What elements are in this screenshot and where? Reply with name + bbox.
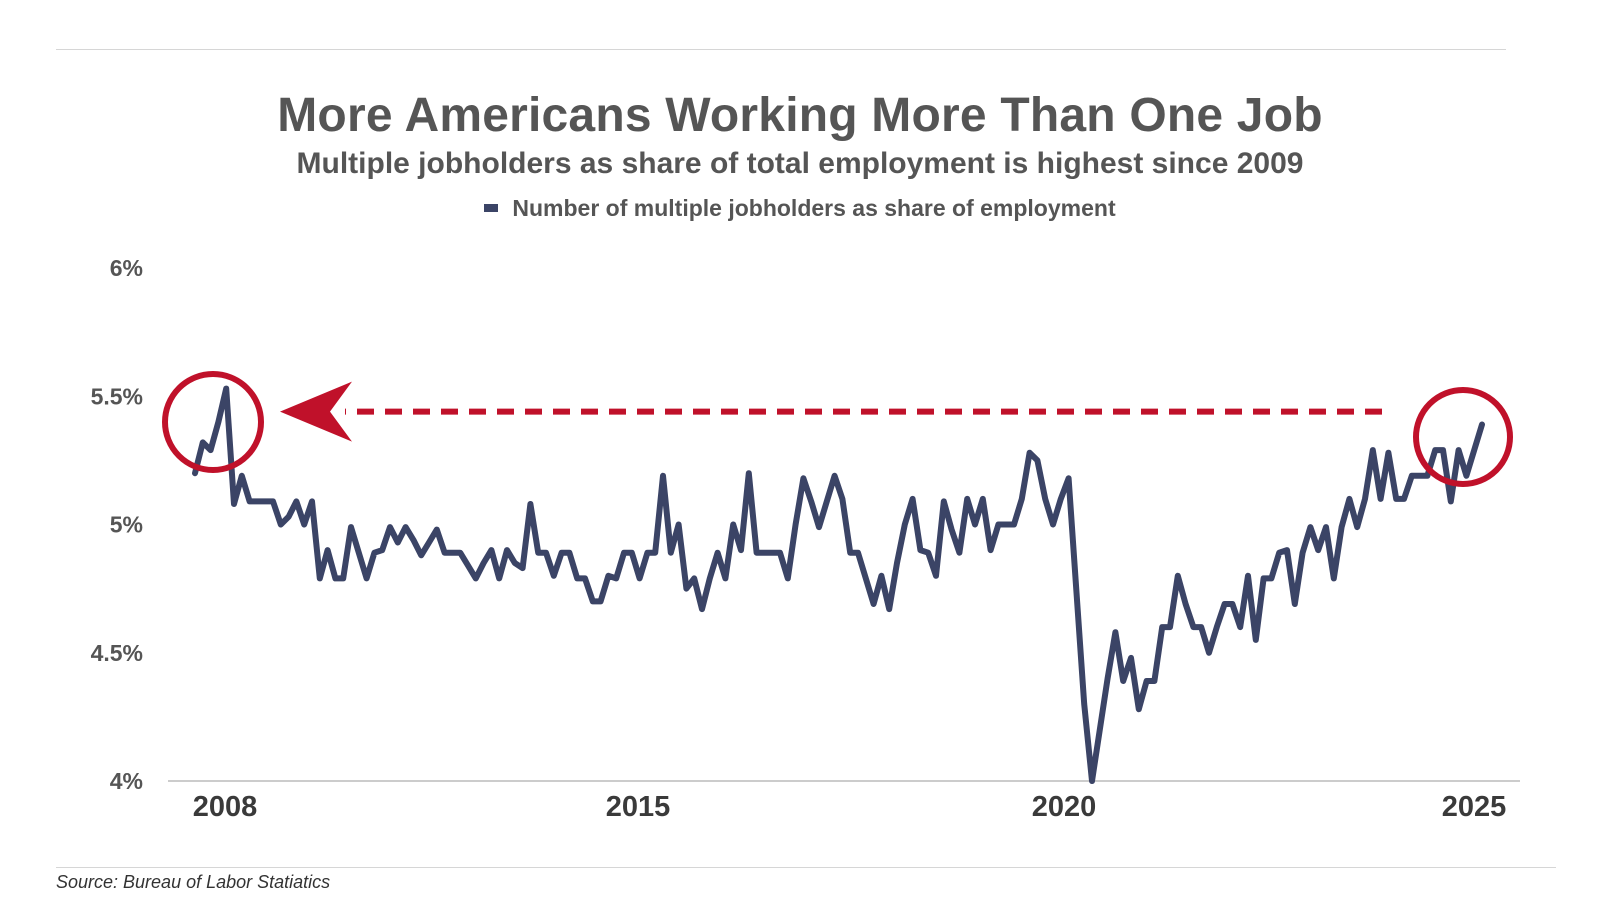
x-tick-label: 2008 — [193, 791, 258, 823]
legend-swatch — [484, 203, 499, 212]
y-tick-label: 4.5% — [91, 640, 143, 666]
y-tick-label: 5.5% — [91, 383, 143, 409]
source-note: Source: Bureau of Labor Statiatics — [56, 872, 331, 892]
top-divider — [56, 49, 1506, 50]
highlight-circle-2025 — [1413, 387, 1513, 487]
chart-title: More Americans Working More Than One Job — [277, 89, 1323, 142]
x-tick-label: 2015 — [606, 791, 671, 823]
y-tick-label: 5% — [110, 512, 143, 538]
x-tick-label: 2020 — [1032, 791, 1097, 823]
highlight-circle-2009 — [162, 371, 264, 473]
arrow-head — [280, 381, 352, 442]
series-line — [192, 385, 1485, 784]
y-tick-label: 4% — [110, 768, 143, 794]
legend: Number of multiple jobholders as share o… — [0, 195, 1600, 222]
x-tick-label: 2025 — [1442, 791, 1507, 823]
chart-subtitle: Multiple jobholders as share of total em… — [296, 147, 1304, 180]
y-tick-label: 6% — [110, 255, 143, 281]
legend-label: Number of multiple jobholders as share o… — [512, 195, 1116, 221]
bottom-divider — [56, 867, 1556, 868]
